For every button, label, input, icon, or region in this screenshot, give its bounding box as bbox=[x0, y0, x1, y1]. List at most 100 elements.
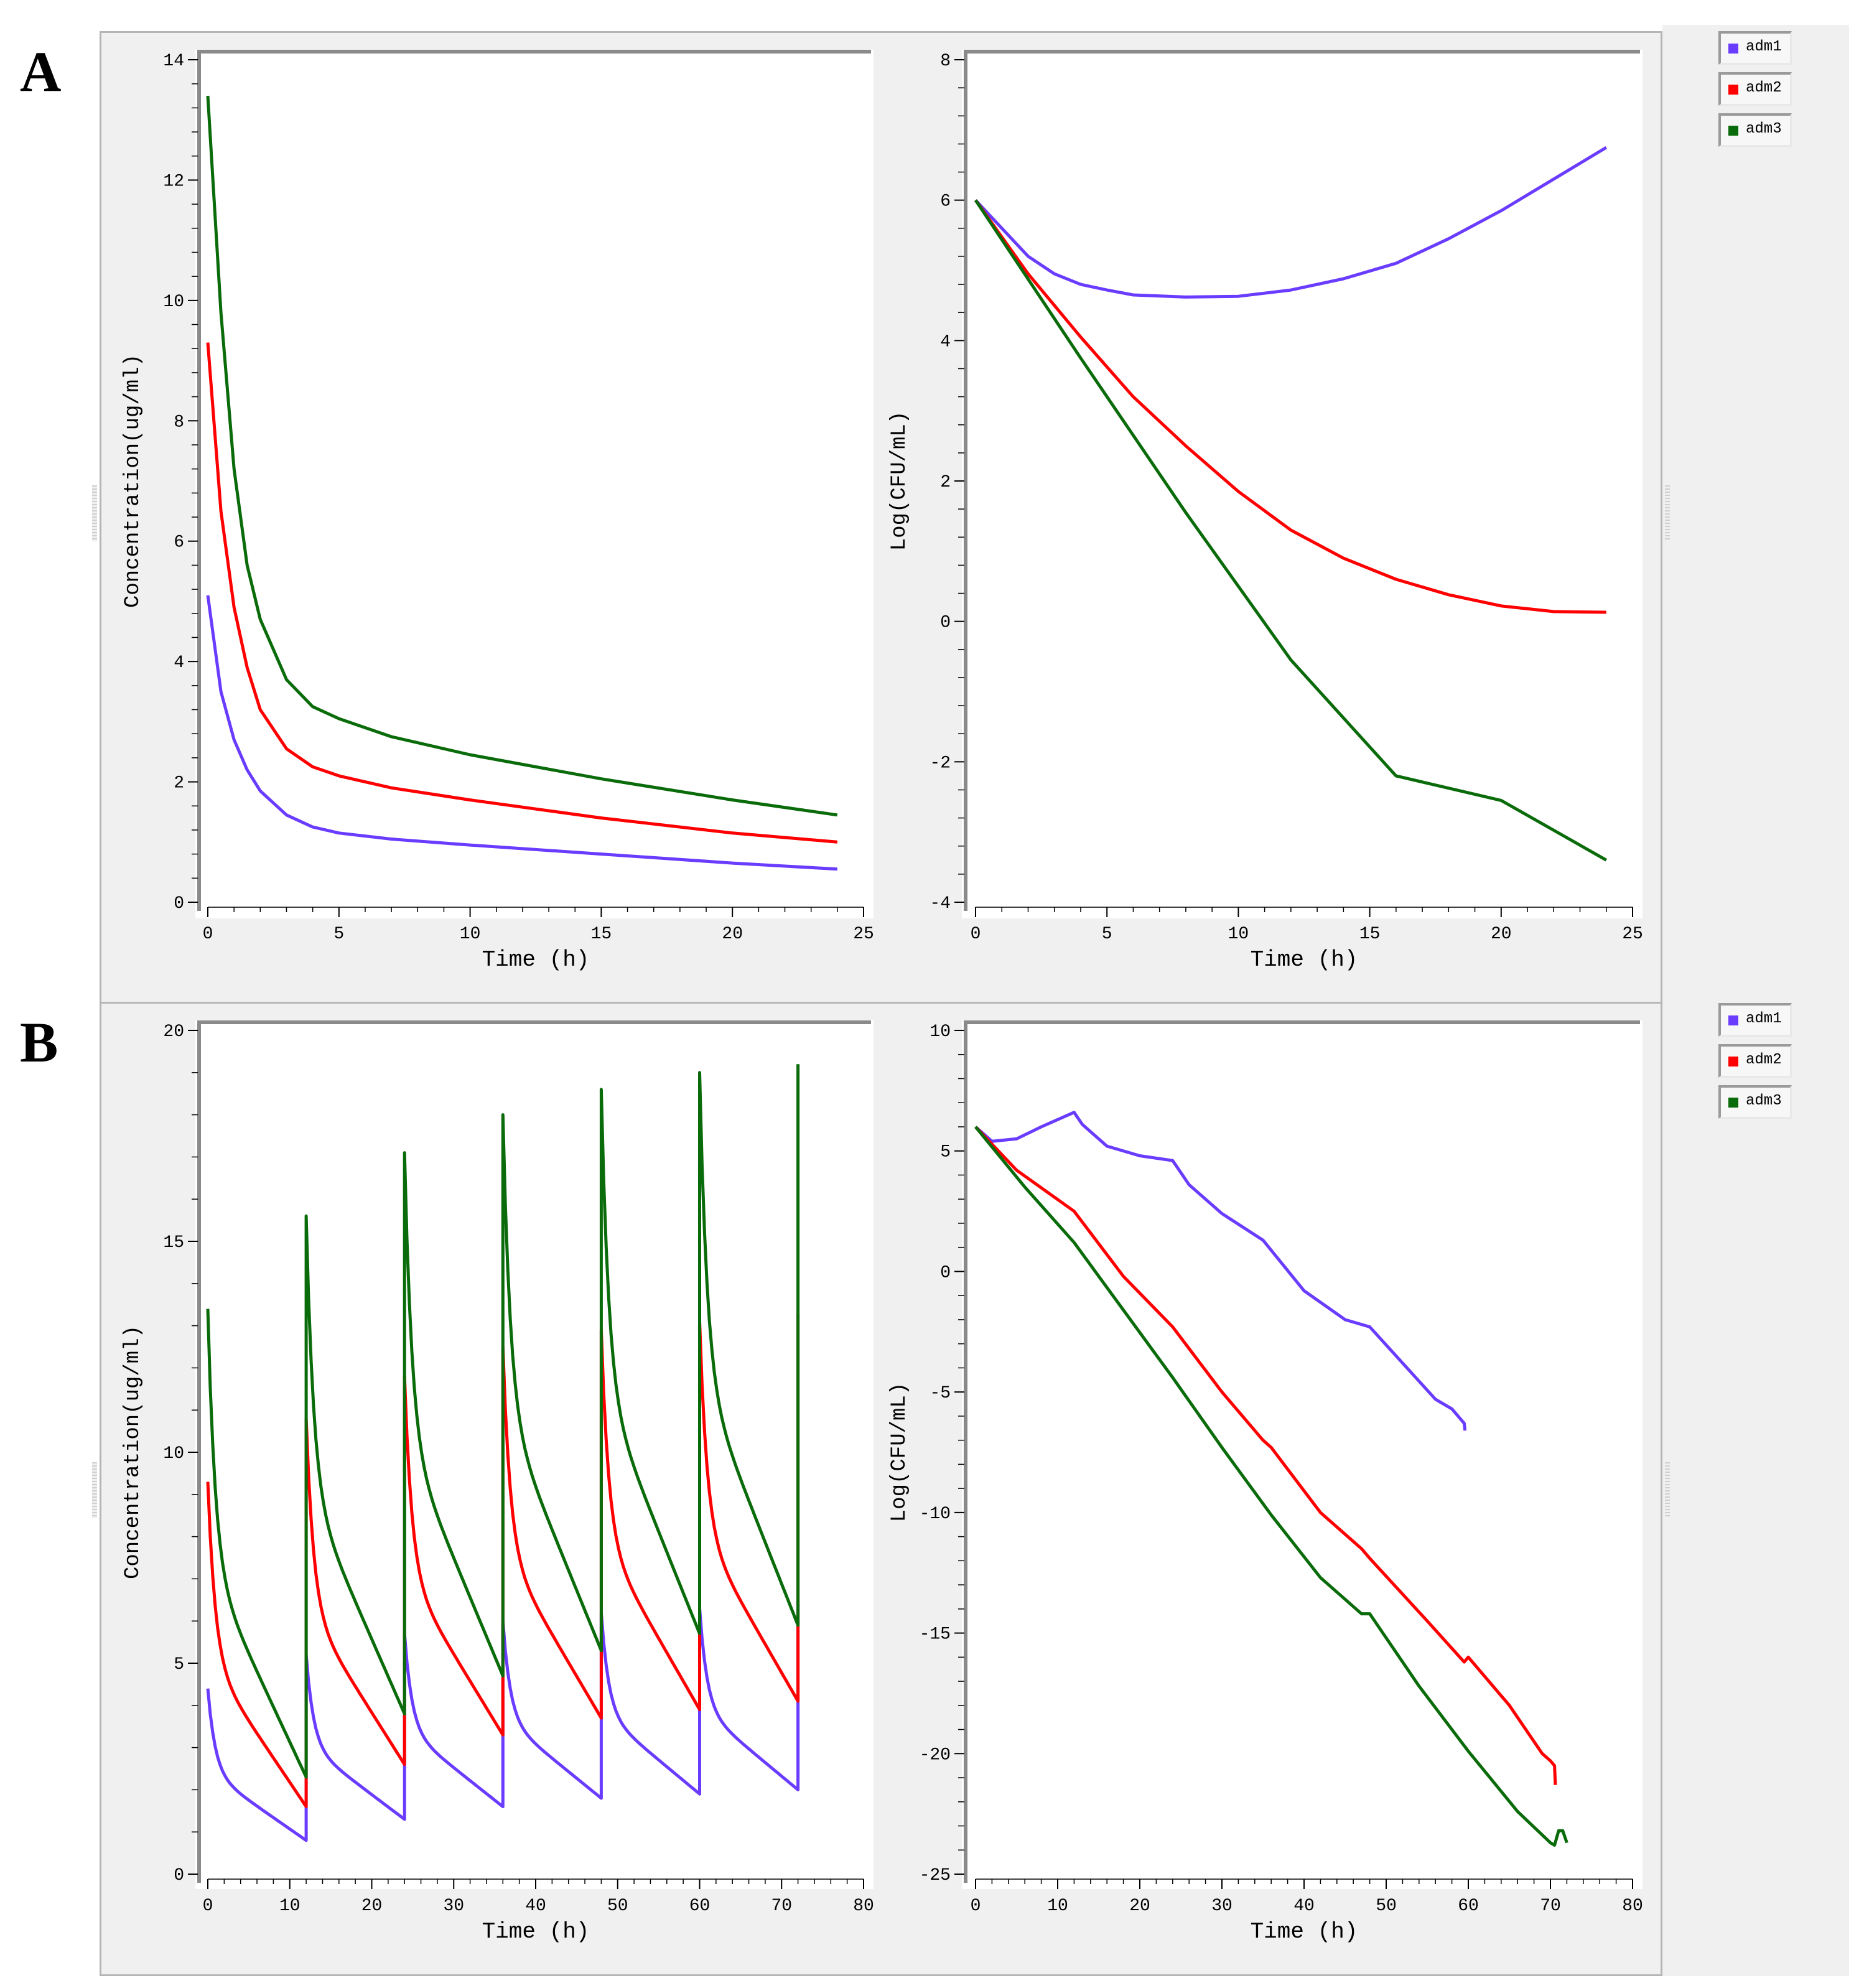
plot-background bbox=[195, 50, 874, 918]
legend-label-adm1: adm1 bbox=[1746, 39, 1782, 55]
legend-swatch-adm2 bbox=[1728, 1057, 1738, 1066]
x-tick-label: 0 bbox=[203, 925, 213, 944]
series-line-adm3 bbox=[974, 199, 1608, 862]
y-tick-label: -2 bbox=[930, 754, 951, 773]
legend-item-adm2[interactable]: adm2 bbox=[1718, 72, 1792, 106]
chart-B-left: 0 5 10 15 20 0 10 20 30 40 50 60 70 80 Time (h) Concent… bbox=[121, 1020, 874, 1944]
x-tick-label: 10 bbox=[279, 1897, 301, 1916]
x-tick-label: 0 bbox=[971, 925, 981, 944]
y-tick-label: -20 bbox=[920, 1745, 951, 1765]
series-line-adm2 bbox=[974, 1126, 1557, 1785]
y-axis-label: Log(CFU/mL) bbox=[888, 1383, 911, 1522]
y-tick-label: 14 bbox=[163, 52, 184, 71]
x-tick-label: 80 bbox=[1622, 1897, 1643, 1916]
series-line-adm1 bbox=[974, 146, 1608, 299]
chart-B-right: -25 -20 -15 -10 -5 0 5 10 0 10 20 30 40 50 60 70 80 Time … bbox=[888, 1020, 1643, 1944]
x-tick-label: 20 bbox=[722, 925, 743, 944]
y-tick-label: -15 bbox=[920, 1625, 951, 1645]
series-line-adm1 bbox=[974, 1111, 1467, 1431]
x-tick-label: 40 bbox=[525, 1897, 546, 1916]
series-line-adm3 bbox=[974, 1126, 1568, 1847]
legend-swatch-adm1 bbox=[1728, 44, 1738, 54]
x-tick-label: 30 bbox=[1211, 1897, 1233, 1916]
x-axis-label: Time (h) bbox=[482, 1919, 590, 1944]
y-tick-label: 0 bbox=[940, 614, 951, 633]
chart-A-left: 0 2 4 6 8 10 12 14 0 5 10 15 20 25 Time (h) Concentrati… bbox=[121, 50, 874, 973]
legend-item-adm2[interactable]: adm2 bbox=[1718, 1044, 1792, 1078]
legend-label-adm2: adm2 bbox=[1746, 80, 1782, 96]
x-tick-label: 10 bbox=[1228, 925, 1249, 944]
x-tick-label: 70 bbox=[771, 1897, 792, 1916]
x-tick-label: 25 bbox=[1622, 925, 1643, 944]
y-tick-label: 20 bbox=[163, 1022, 184, 1042]
splitter-grip-a-left[interactable] bbox=[92, 485, 97, 541]
legend-item-adm1[interactable]: adm1 bbox=[1718, 31, 1792, 65]
y-tick-label: 0 bbox=[940, 1263, 951, 1282]
x-tick-label: 0 bbox=[203, 1897, 213, 1916]
legend-panel-a bbox=[1662, 25, 1849, 1006]
y-axis-label: Log(CFU/mL) bbox=[888, 411, 911, 551]
y-tick-label: 4 bbox=[174, 653, 184, 673]
legend-label-adm3: adm3 bbox=[1746, 1093, 1782, 1109]
splitter-grip-b-left[interactable] bbox=[92, 1462, 97, 1518]
x-axis-label: Time (h) bbox=[1251, 947, 1358, 973]
y-tick-label: 4 bbox=[940, 332, 951, 352]
y-tick-label: 15 bbox=[163, 1233, 184, 1253]
legend-item-adm1[interactable]: adm1 bbox=[1718, 1003, 1792, 1037]
legend-item-adm3[interactable]: adm3 bbox=[1718, 113, 1792, 147]
y-tick-label: 10 bbox=[163, 292, 184, 312]
plot-background bbox=[962, 50, 1643, 918]
plot-background bbox=[962, 1020, 1643, 1889]
y-tick-label: -25 bbox=[920, 1866, 951, 1885]
x-tick-label: 15 bbox=[1359, 925, 1381, 944]
y-tick-label: 5 bbox=[174, 1655, 184, 1674]
y-tick-label: 0 bbox=[174, 894, 184, 913]
y-tick-label: 2 bbox=[174, 774, 184, 793]
chart-A-right: -4 -2 0 2 4 6 8 0 5 10 15 20 25 Time (h) Log(CFU/mL) bbox=[888, 50, 1643, 973]
panel-label-a: A bbox=[20, 40, 62, 103]
series-line-adm3 bbox=[206, 95, 838, 817]
y-tick-label: 2 bbox=[940, 473, 951, 492]
series-line-adm2 bbox=[974, 199, 1606, 614]
x-tick-label: 10 bbox=[460, 925, 481, 944]
y-tick-label: -10 bbox=[920, 1505, 951, 1524]
legend-item-adm3[interactable]: adm3 bbox=[1718, 1085, 1792, 1119]
x-axis-label: Time (h) bbox=[482, 947, 590, 973]
x-tick-label: 20 bbox=[1129, 1897, 1150, 1916]
y-tick-label: 10 bbox=[163, 1444, 184, 1463]
splitter-grip-b-right[interactable] bbox=[1665, 1462, 1670, 1518]
x-tick-label: 30 bbox=[443, 1897, 464, 1916]
legend-label-adm1: adm1 bbox=[1746, 1010, 1782, 1027]
x-tick-label: 15 bbox=[591, 925, 612, 944]
y-tick-label: 5 bbox=[940, 1143, 951, 1162]
y-tick-label: 0 bbox=[174, 1866, 184, 1885]
x-tick-label: 10 bbox=[1047, 1897, 1068, 1916]
legend-label-adm2: adm2 bbox=[1746, 1052, 1782, 1068]
x-tick-label: 80 bbox=[853, 1897, 874, 1916]
x-tick-label: 70 bbox=[1540, 1897, 1561, 1916]
y-tick-label: -4 bbox=[930, 894, 951, 913]
y-tick-label: 8 bbox=[174, 413, 184, 432]
y-tick-label: 6 bbox=[940, 192, 951, 212]
x-tick-label: 5 bbox=[333, 925, 344, 944]
x-axis-label: Time (h) bbox=[1251, 1919, 1358, 1944]
y-tick-label: 12 bbox=[163, 172, 184, 191]
legend-swatch-adm3 bbox=[1728, 1098, 1738, 1108]
legend-swatch-adm1 bbox=[1728, 1015, 1738, 1025]
x-tick-label: 50 bbox=[607, 1897, 628, 1916]
splitter-grip-a-right[interactable] bbox=[1665, 485, 1670, 541]
x-tick-label: 5 bbox=[1102, 925, 1112, 944]
x-tick-label: 60 bbox=[1458, 1897, 1479, 1916]
y-tick-label: 6 bbox=[174, 533, 184, 553]
series-line-adm2 bbox=[206, 342, 838, 844]
x-tick-label: 60 bbox=[689, 1897, 711, 1916]
legend-label-adm3: adm3 bbox=[1746, 121, 1782, 138]
series-line-adm1 bbox=[206, 595, 837, 871]
y-tick-label: -5 bbox=[930, 1384, 951, 1403]
legend-swatch-adm2 bbox=[1728, 85, 1738, 95]
x-tick-label: 25 bbox=[853, 925, 874, 944]
legend-panel-b bbox=[1662, 1002, 1849, 1976]
y-axis-label: Concentration(ug/ml) bbox=[121, 354, 145, 608]
y-tick-label: 8 bbox=[940, 52, 951, 71]
